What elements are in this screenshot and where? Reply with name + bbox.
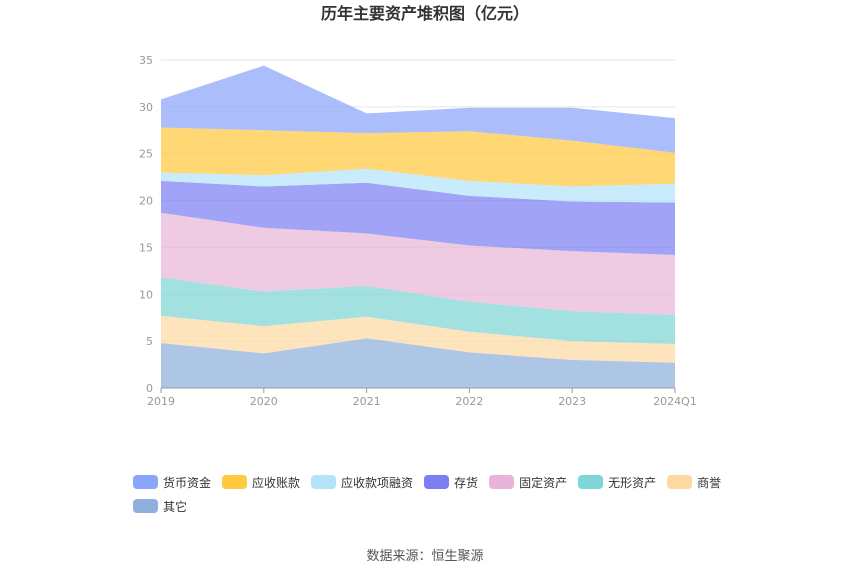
- legend-item[interactable]: 存货: [424, 473, 478, 491]
- legend-item[interactable]: 无形资产: [578, 473, 656, 491]
- legend-swatch: [667, 475, 693, 489]
- area-无形资产: [161, 277, 675, 344]
- legend-label: 应收款项融资: [341, 475, 414, 490]
- y-tick-label: 20: [139, 195, 153, 208]
- y-tick-label: 5: [146, 335, 153, 348]
- legend-item[interactable]: 固定资产: [489, 473, 567, 491]
- legend-item[interactable]: 其它: [133, 497, 187, 515]
- area-货币资金: [161, 65, 675, 153]
- legend-item[interactable]: 商誉: [667, 473, 721, 491]
- x-tick-label: 2019: [147, 395, 175, 408]
- legend-label: 其它: [163, 499, 188, 514]
- legend-label: 固定资产: [519, 475, 568, 490]
- legend-swatch: [222, 475, 248, 489]
- legend-swatch: [489, 475, 515, 489]
- x-tick-label: 2022: [455, 395, 483, 408]
- y-tick-label: 25: [139, 148, 153, 161]
- area-series: [161, 65, 675, 388]
- chart-title: 历年主要资产堆积图（亿元）: [321, 4, 529, 23]
- y-axis-ticks: 0 5 10 15 20 25 30 35: [139, 54, 153, 395]
- area-应收款项融资: [161, 168, 675, 203]
- y-tick-label: 30: [139, 101, 153, 114]
- legend-swatch: [133, 499, 158, 513]
- legend-item[interactable]: 货币资金: [133, 473, 211, 491]
- y-tick-label: 0: [146, 382, 153, 395]
- legend-label: 商誉: [697, 475, 722, 490]
- x-tick-label: 2020: [250, 395, 278, 408]
- legend-label: 存货: [454, 475, 479, 490]
- legend-label: 应收账款: [252, 475, 301, 490]
- x-tick-label: 2021: [353, 395, 381, 408]
- y-tick-label: 15: [139, 241, 153, 254]
- x-axis-ticks: 2019 2020 2021 2022 2023 2024Q1: [147, 395, 697, 408]
- x-tick-label: 2024Q1: [653, 395, 697, 408]
- area-固定资产: [161, 212, 675, 315]
- y-tick-label: 35: [139, 54, 153, 67]
- legend: 货币资金 应收账款 应收款项融资 存货 固定资产 无形资产 商誉其它: [133, 473, 733, 521]
- area-应收账款: [161, 127, 675, 187]
- legend-swatch: [424, 475, 450, 489]
- legend-swatch: [133, 475, 158, 489]
- area-商誉: [161, 315, 675, 363]
- legend-label: 无形资产: [608, 475, 657, 490]
- legend-label: 货币资金: [163, 475, 212, 490]
- x-axis: [160, 387, 676, 393]
- area-存货: [161, 180, 675, 255]
- legend-item[interactable]: 应收账款: [222, 473, 300, 491]
- x-tick-label: 2023: [558, 395, 586, 408]
- legend-swatch: [578, 475, 604, 489]
- legend-item[interactable]: 应收款项融资: [311, 473, 413, 491]
- legend-swatch: [311, 475, 337, 489]
- source-note: 数据来源：恒生聚源: [366, 549, 484, 564]
- area-其它: [161, 338, 675, 388]
- y-tick-label: 10: [139, 288, 153, 301]
